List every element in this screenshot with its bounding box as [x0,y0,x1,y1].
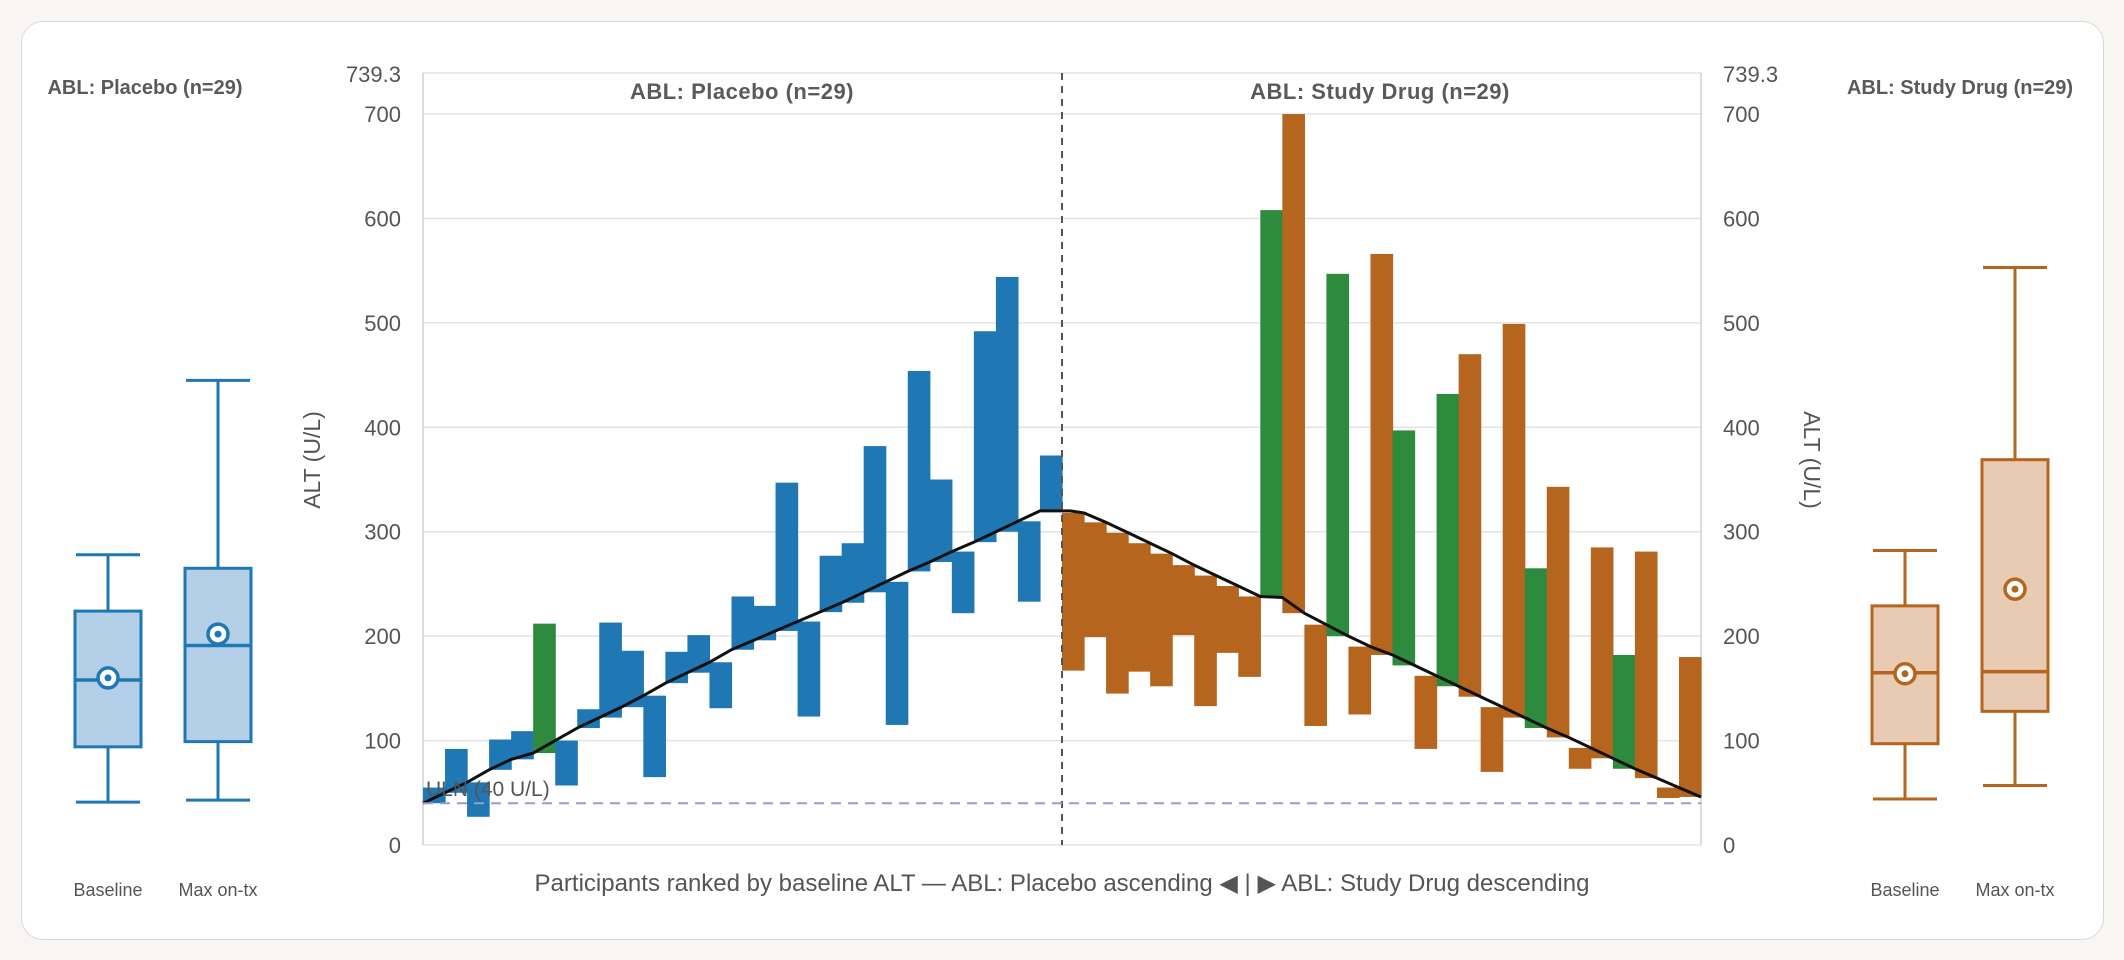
participant-bar [731,596,755,650]
y-axis-label-left: ALT (U/L) [299,411,325,509]
y-tick-label-right: 700 [1723,102,1760,127]
participant-bar [621,650,644,708]
participant-bar [907,370,931,572]
baseline-ranking-line [422,509,1702,805]
participant-bar [973,331,997,543]
participant-bar [1678,657,1702,797]
y-tick-label-right: 100 [1723,729,1760,754]
y-tick-label-right: 500 [1723,311,1760,336]
participant-bar [1524,568,1548,729]
box-category-label: Max on-tx [1975,880,2054,900]
participant-bar [1260,210,1283,598]
participant-bar [1039,455,1063,511]
participant-bar [1216,586,1239,653]
participant-bar [841,543,865,603]
box-category-label: Baseline [73,880,142,900]
participant-bar [1546,486,1570,738]
participant-bar [445,748,468,793]
participant-bar [467,782,490,817]
participant-bar [1084,522,1107,638]
y-tick-label-left: 0 [389,833,401,858]
participant-bar [951,551,975,614]
y-tick-label-right: 300 [1723,520,1760,545]
box-mean-dot [2011,585,2019,593]
box-category-label: Max on-tx [178,880,257,900]
box-mean-dot [104,674,112,682]
y-tick-label-left: 500 [364,311,401,336]
participant-bar [885,581,909,725]
ymax-label-right: 739.3 [1723,62,1778,87]
participant-bar [599,622,622,718]
participant-bar [1392,430,1416,666]
panel-title-placebo: ABL: Placebo (n=29) [630,79,854,104]
participant-bar [1194,575,1217,707]
panel-title-study: ABL: Study Drug (n=29) [1250,79,1510,104]
participant-bar [1106,532,1129,694]
participant-bar [797,621,821,717]
participant-bar [1634,551,1658,779]
participant-bar [1414,675,1438,749]
participant-bar [819,555,843,613]
box-iqr [183,566,253,744]
y-tick-label-left: 400 [364,415,401,440]
y-axis-label-right: ALT (U/L) [1799,411,1825,509]
participant-bar [1590,547,1614,759]
participant-bar [555,740,578,786]
participant-bar [533,623,556,754]
participant-bar [1062,512,1085,671]
y-tick-label-left: 200 [364,624,401,649]
left-box-title: ABL: Placebo (n=29) [47,77,242,99]
y-tick-label-left: 100 [364,729,401,754]
participant-bar [1612,654,1636,769]
participant-bar [1348,646,1372,715]
participant-bar [863,446,887,593]
participant-bar [1304,624,1328,726]
participant-bar [995,276,1019,532]
participant-bar [1436,393,1460,687]
participant-bar [929,479,953,563]
box-mean-dot [214,630,222,638]
participant-bar [511,731,534,760]
participant-bar [1282,114,1305,614]
participant-bar [1656,787,1680,799]
participant-bar [1370,253,1394,655]
y-tick-label-right: 600 [1723,206,1760,231]
ymax-label-left: 739.3 [346,62,401,87]
box-category-label: Baseline [1870,880,1939,900]
participant-bar [1480,707,1504,772]
participant-bar [1017,521,1041,602]
participant-bar [1458,354,1482,697]
participant-bar [1502,323,1526,718]
participant-bar [1326,273,1350,637]
participant-bar [1568,747,1592,769]
participant-bar [1150,553,1173,687]
y-tick-label-right: 0 [1723,833,1735,858]
y-tick-label-right: 200 [1723,624,1760,649]
participant-bar [643,695,666,778]
participant-bar [1128,543,1151,672]
y-tick-label-left: 300 [364,520,401,545]
right-box-title: ABL: Study Drug (n=29) [1847,77,2073,99]
participant-bar [709,662,733,709]
participant-bar [1238,596,1261,677]
participant-bar [775,482,799,631]
y-tick-label-left: 700 [364,102,401,127]
box-mean-dot [1901,670,1909,678]
participant-bar [1172,565,1195,636]
y-tick-label-left: 600 [364,206,401,231]
x-axis-label: Participants ranked by baseline ALT — AB… [535,870,1590,897]
participant-bar [577,709,600,729]
y-tick-label-right: 400 [1723,415,1760,440]
reference-line-label: ULN (40 U/L) [426,778,550,801]
